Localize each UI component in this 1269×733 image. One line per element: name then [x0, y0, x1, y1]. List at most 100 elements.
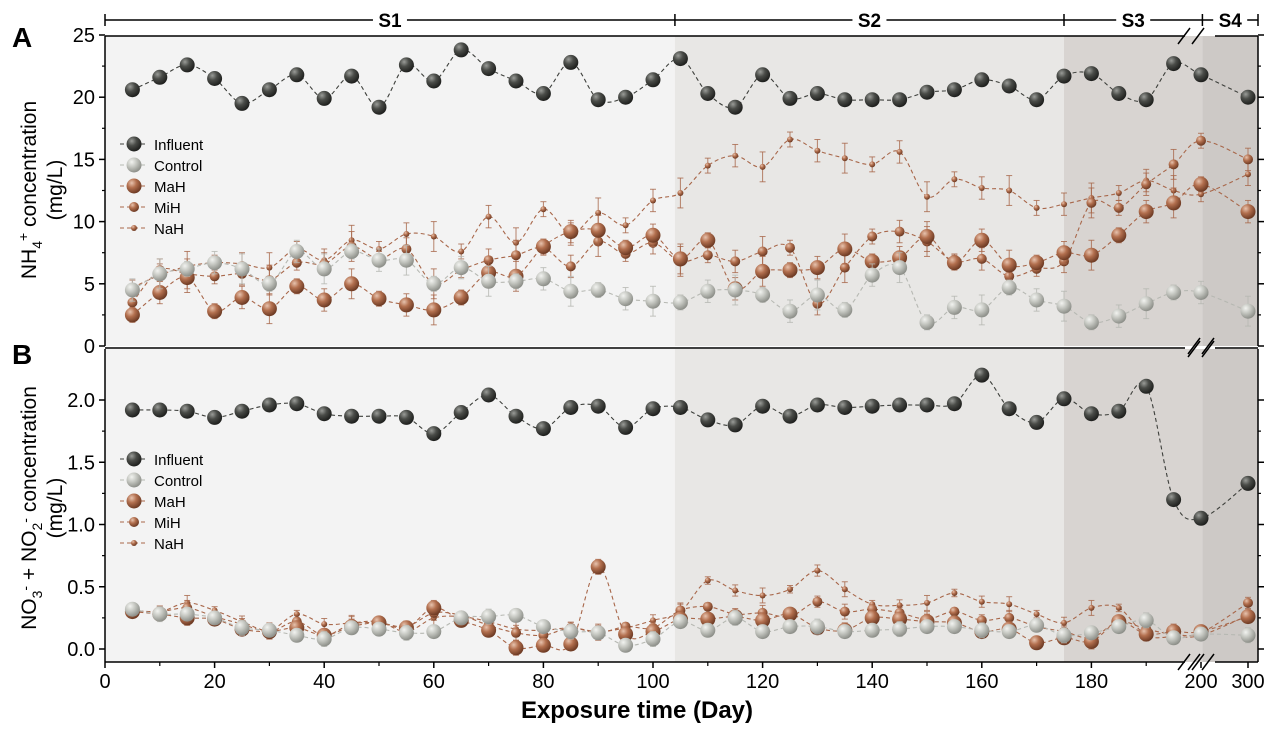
- data-point-control: [207, 255, 223, 271]
- y-tick-label: 15: [73, 149, 95, 171]
- data-point-influent: [1240, 475, 1256, 491]
- data-point-control: [755, 624, 771, 640]
- data-point-influent: [371, 99, 387, 115]
- data-point-control: [124, 601, 140, 617]
- data-point-mah: [563, 636, 579, 652]
- data-point-mah: [974, 232, 990, 248]
- x-tick-label: 140: [856, 671, 889, 693]
- data-point-mih: [511, 250, 521, 261]
- data-point-mih: [127, 297, 138, 308]
- data-point-influent: [179, 57, 195, 73]
- data-point-nah: [951, 590, 958, 596]
- y-tick-label: 5: [84, 274, 95, 296]
- data-point-control: [1193, 626, 1209, 642]
- data-point-control: [234, 620, 250, 636]
- data-point-control: [563, 624, 579, 640]
- data-point-influent: [1029, 92, 1045, 108]
- legend-label: Control: [154, 473, 202, 490]
- data-point-influent: [316, 406, 332, 422]
- data-point-nah: [595, 209, 602, 216]
- data-point-nah: [978, 598, 985, 605]
- data-point-control: [645, 293, 661, 309]
- stage-label-bg: [852, 8, 887, 30]
- data-point-influent: [316, 90, 332, 106]
- data-point-nah: [1061, 201, 1067, 208]
- data-point-influent: [481, 387, 497, 403]
- data-point-control: [700, 622, 716, 638]
- data-point-mah: [782, 262, 798, 278]
- legend-label: MaH: [154, 179, 186, 196]
- data-point-mah: [535, 239, 551, 254]
- y-tick-label: 0: [84, 336, 95, 358]
- data-point-mih: [483, 255, 494, 266]
- stage-region-S1: [105, 36, 675, 346]
- data-point-mah: [618, 240, 634, 256]
- data-point-influent: [1029, 414, 1045, 430]
- data-point-nah: [1198, 191, 1204, 198]
- legend-label: NaH: [154, 221, 184, 238]
- data-point-influent: [672, 400, 688, 415]
- data-point-nah: [1006, 187, 1013, 194]
- y-title-part: + NO: [18, 530, 41, 585]
- data-point-control: [316, 631, 332, 647]
- data-point-nah: [1033, 611, 1040, 618]
- data-point-control: [1056, 298, 1072, 314]
- data-point-mah: [1166, 195, 1182, 211]
- axis-break-mark: [1187, 653, 1201, 671]
- data-point-control: [1240, 627, 1256, 643]
- data-point-influent: [672, 51, 688, 67]
- data-point-mah: [344, 276, 360, 292]
- y-tick-label: 2.0: [67, 390, 95, 412]
- data-point-control: [837, 624, 853, 640]
- axis-break-mark: [1191, 653, 1205, 671]
- data-point-control: [535, 619, 551, 635]
- y-title-part: NO: [18, 598, 41, 630]
- data-point-control: [207, 610, 223, 626]
- data-point-influent: [645, 72, 661, 88]
- data-point-control: [261, 276, 277, 292]
- y-title-part: 3: [29, 590, 45, 598]
- axis-break-mark: [1201, 340, 1215, 358]
- data-point-influent: [837, 400, 853, 415]
- data-point-control: [727, 610, 743, 626]
- data-point-mah: [590, 222, 606, 238]
- data-point-mih: [1004, 612, 1015, 623]
- y-title-part: concentration: [18, 101, 41, 233]
- data-point-mah: [1138, 204, 1154, 220]
- data-point-mah: [837, 241, 853, 257]
- data-point-control: [179, 261, 195, 277]
- data-point-nah: [841, 586, 848, 593]
- y-tick-label: 25: [73, 25, 95, 47]
- x-tick-label: 80: [532, 671, 554, 693]
- data-point-mah: [535, 637, 551, 653]
- data-point-influent: [727, 99, 743, 115]
- data-point-control: [289, 627, 305, 643]
- data-point-nah: [759, 592, 766, 599]
- stage-region-S3: [1064, 36, 1203, 346]
- y-tick-label: 10: [73, 212, 95, 234]
- data-point-control: [837, 302, 853, 318]
- data-point-control: [1056, 627, 1072, 643]
- x-tick-label: 160: [965, 671, 998, 693]
- data-point-control: [892, 621, 908, 637]
- data-point-nah: [622, 222, 629, 229]
- data-point-influent: [453, 405, 469, 420]
- data-point-mah: [1111, 227, 1127, 243]
- data-point-mih: [1243, 597, 1253, 608]
- series-control: [124, 601, 1256, 653]
- data-point-nah: [732, 587, 739, 594]
- data-point-nah: [1115, 604, 1122, 611]
- data-point-control: [700, 283, 716, 299]
- series-influent: [124, 42, 1256, 115]
- data-point-control: [809, 287, 825, 303]
- data-point-mih: [785, 242, 795, 253]
- stage-label-bg: [1116, 8, 1151, 30]
- stage-label-bg: [1213, 8, 1248, 30]
- data-point-nah: [704, 577, 711, 584]
- data-point-mah: [946, 255, 962, 271]
- y-tick-label: 20: [73, 87, 95, 109]
- y-title-part: NH: [18, 249, 41, 279]
- data-point-mah: [864, 610, 880, 626]
- data-point-mah: [1193, 176, 1209, 192]
